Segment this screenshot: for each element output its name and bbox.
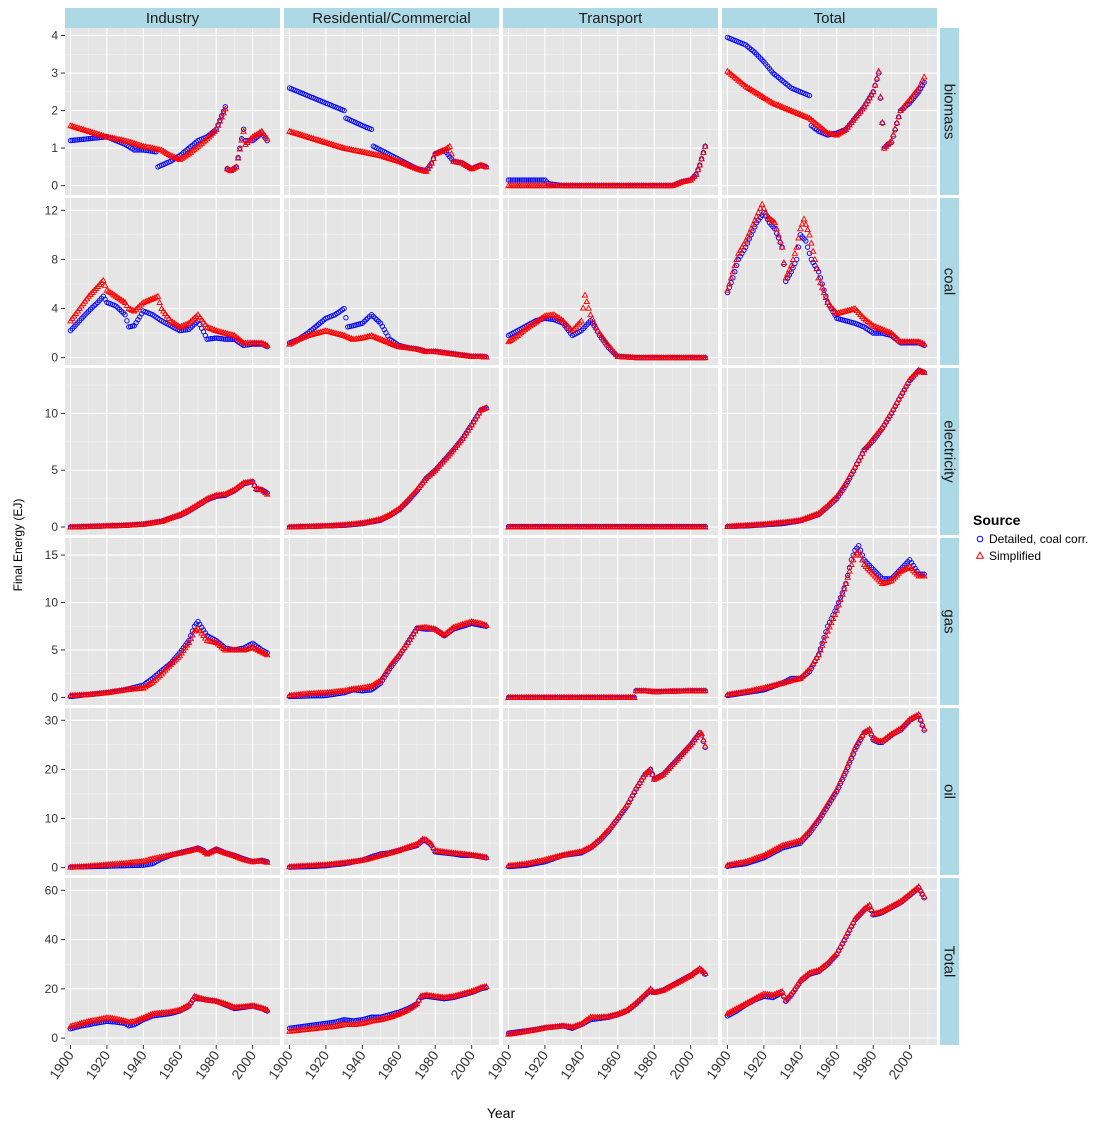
facet-panel <box>284 28 499 195</box>
facet-panel <box>503 708 718 875</box>
facet-panel <box>503 368 718 535</box>
panels-layer <box>65 28 937 1045</box>
panel-background <box>65 708 280 875</box>
facet-panel <box>503 538 718 705</box>
facet-panel <box>65 708 280 875</box>
panel-background <box>65 28 280 195</box>
facet-panel <box>65 538 280 705</box>
facet-panel <box>503 28 718 195</box>
facet-panel <box>722 538 937 705</box>
facet-panel <box>284 368 499 535</box>
facet-panel <box>722 198 937 365</box>
panel-background <box>503 708 718 875</box>
facet-panel <box>722 368 937 535</box>
facet-panel <box>284 708 499 875</box>
facet-panel <box>65 878 280 1045</box>
panel-background <box>503 368 718 535</box>
panel-background <box>722 708 937 875</box>
facet-panel <box>722 708 937 875</box>
facet-panel <box>65 368 280 535</box>
panel-background <box>65 368 280 535</box>
facet-panel <box>284 198 499 365</box>
facet-panel <box>65 28 280 195</box>
facet-panel <box>65 198 280 365</box>
panel-background <box>65 198 280 365</box>
facet-panel <box>722 28 937 195</box>
panel-background <box>503 198 718 365</box>
panel-background <box>503 538 718 705</box>
panel-background <box>65 538 280 705</box>
facet-panel <box>503 198 718 365</box>
facet-panel <box>284 538 499 705</box>
panel-background <box>503 28 718 195</box>
